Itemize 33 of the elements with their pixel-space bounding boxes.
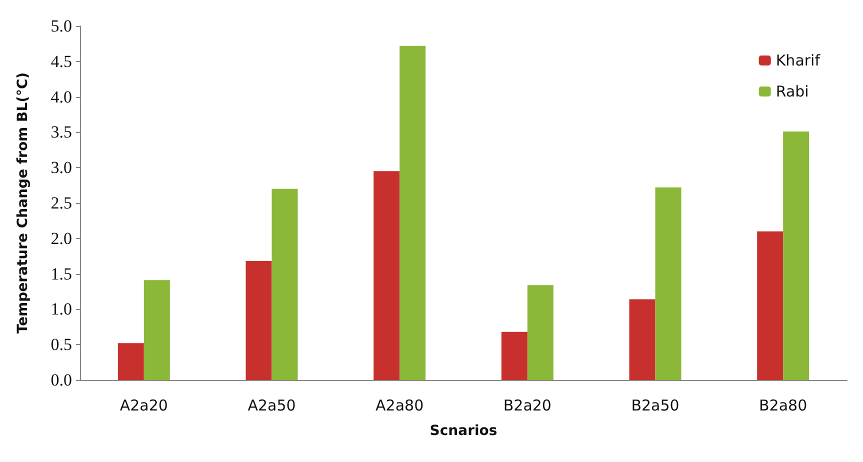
x-tick-label: A2a20 xyxy=(120,396,168,414)
y-tick-label: 4.0 xyxy=(50,87,72,106)
bar xyxy=(629,299,656,380)
legend-label: Kharif xyxy=(776,52,821,70)
y-tick-label: 0.0 xyxy=(50,370,72,390)
x-tick-label: A2a80 xyxy=(376,396,424,414)
bar xyxy=(757,231,784,380)
y-tick-label: 4.5 xyxy=(50,52,72,71)
bar xyxy=(272,188,298,380)
y-tick-label: 1.5 xyxy=(50,264,72,284)
y-axis-title: Temperature Change from BL(°C) xyxy=(15,72,31,334)
bar xyxy=(144,280,170,380)
bar xyxy=(374,171,400,380)
bar xyxy=(655,187,682,380)
y-tick-label: 2.0 xyxy=(50,228,72,248)
y-tick-label: 2.5 xyxy=(50,194,72,212)
bar xyxy=(501,332,528,380)
bar xyxy=(783,131,810,380)
bar xyxy=(400,46,426,380)
x-tick-label: A2a50 xyxy=(248,396,296,414)
legend-label: Rabi xyxy=(776,82,809,100)
x-axis-title: Scnarios xyxy=(430,423,498,439)
y-tick-label: 3.5 xyxy=(50,122,72,142)
y-tick-label: 0.5 xyxy=(50,335,72,354)
x-tick-label: B2a20 xyxy=(503,396,552,414)
x-tick-label: B2a50 xyxy=(631,396,680,414)
bar xyxy=(527,285,554,380)
bar xyxy=(246,261,272,380)
y-tick-label: 3.0 xyxy=(50,158,72,178)
y-tick-label: 5.0 xyxy=(50,16,72,36)
bar xyxy=(118,343,144,380)
y-tick-label: 1.0 xyxy=(50,300,72,319)
x-tick-label: B2a80 xyxy=(759,396,808,414)
